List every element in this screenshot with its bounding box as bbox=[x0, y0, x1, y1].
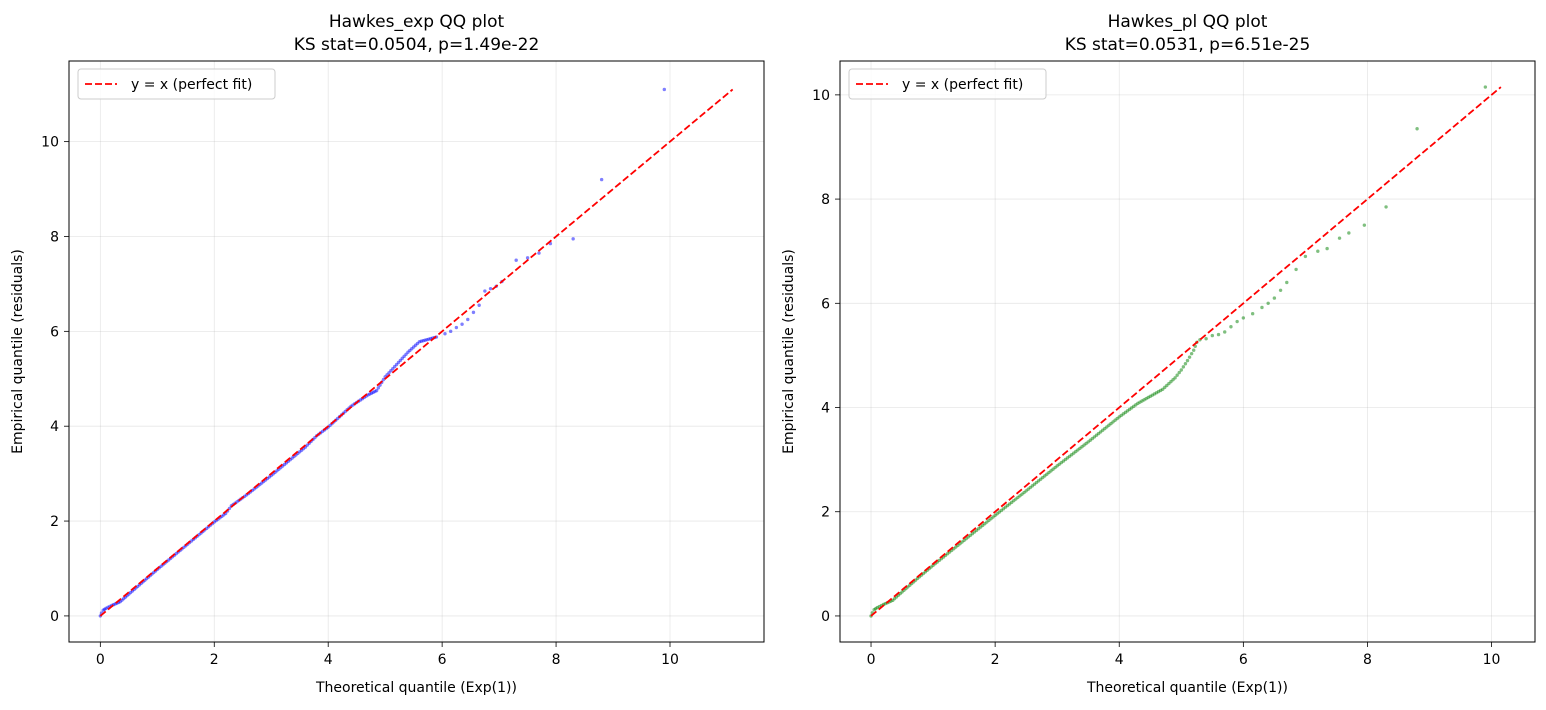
data-point bbox=[477, 303, 481, 307]
legend-box bbox=[848, 68, 1047, 100]
data-point bbox=[662, 87, 667, 92]
data-point bbox=[1175, 373, 1179, 377]
y-axis-label: Empirical quantile (residuals) bbox=[781, 249, 797, 454]
x-axis-label: Theoretical quantile (Exp(1)) bbox=[1086, 680, 1288, 696]
data-point bbox=[1216, 332, 1221, 337]
data-point bbox=[1177, 370, 1181, 375]
data-point bbox=[537, 251, 541, 255]
x-tick-label: 2 bbox=[991, 652, 1000, 668]
data-point bbox=[1250, 312, 1255, 316]
data-point bbox=[1260, 305, 1264, 310]
data-point bbox=[483, 289, 487, 293]
axes-frame bbox=[839, 60, 1536, 643]
data-point bbox=[471, 310, 476, 315]
data-point bbox=[1285, 280, 1289, 285]
data-point bbox=[1192, 348, 1196, 352]
data-point bbox=[1204, 337, 1208, 341]
data-point bbox=[1278, 288, 1283, 292]
y-tick-label: 4 bbox=[50, 419, 59, 435]
chart-subtitle: KS stat=0.0531, p=6.51e-25 bbox=[1065, 35, 1311, 55]
data-point bbox=[1266, 301, 1270, 306]
data-point bbox=[1229, 325, 1233, 329]
data-point bbox=[1181, 365, 1186, 369]
data-point bbox=[1272, 296, 1277, 300]
data-point bbox=[1303, 254, 1308, 259]
legend-box bbox=[77, 68, 276, 100]
y-tick-label: 6 bbox=[50, 324, 59, 340]
y-tick-label: 8 bbox=[821, 192, 830, 208]
data-point bbox=[525, 256, 530, 260]
y-tick-label: 0 bbox=[821, 609, 830, 625]
x-axis-label: Theoretical quantile (Exp(1)) bbox=[315, 680, 517, 696]
plot-area bbox=[98, 87, 734, 618]
x-tick-label: 6 bbox=[438, 652, 447, 668]
x-tick-label: 4 bbox=[1115, 652, 1124, 668]
data-point bbox=[1316, 249, 1320, 253]
legend-label: y = x (perfect fit) bbox=[902, 77, 1023, 93]
data-point bbox=[1294, 267, 1298, 272]
data-point bbox=[1362, 223, 1367, 227]
data-point bbox=[376, 386, 381, 390]
legend-label: y = x (perfect fit) bbox=[131, 77, 252, 93]
data-point bbox=[374, 388, 379, 393]
data-point bbox=[1325, 246, 1329, 251]
data-point bbox=[1384, 205, 1388, 209]
data-point bbox=[1223, 330, 1227, 334]
data-point bbox=[1187, 355, 1192, 359]
data-point bbox=[1415, 127, 1419, 131]
data-point bbox=[1241, 316, 1246, 320]
data-point bbox=[460, 322, 464, 326]
data-point bbox=[514, 258, 518, 262]
data-point bbox=[1483, 85, 1488, 89]
legend: y = x (perfect fit) bbox=[848, 68, 1047, 100]
data-point bbox=[599, 177, 604, 182]
y-tick-label: 4 bbox=[821, 401, 830, 417]
data-point bbox=[448, 329, 453, 334]
data-point bbox=[1347, 231, 1351, 235]
x-tick-label: 10 bbox=[1483, 652, 1501, 668]
x-tick-label: 10 bbox=[661, 652, 679, 668]
data-point bbox=[1337, 236, 1342, 240]
y-tick-label: 6 bbox=[821, 296, 830, 312]
data-point bbox=[466, 317, 470, 322]
data-point bbox=[1185, 358, 1190, 363]
y-axis-label: Empirical quantile (residuals) bbox=[10, 249, 26, 454]
y-tick-label: 10 bbox=[41, 135, 59, 151]
y-tick-label: 10 bbox=[812, 88, 830, 104]
data-point bbox=[1183, 362, 1188, 366]
y-tick-label: 0 bbox=[50, 609, 59, 625]
data-point bbox=[571, 237, 575, 241]
axes-frame bbox=[68, 60, 765, 643]
data-point bbox=[1189, 351, 1194, 356]
x-tick-label: 0 bbox=[867, 652, 876, 668]
x-tick-label: 6 bbox=[1239, 652, 1248, 668]
data-point bbox=[381, 377, 386, 382]
y-tick-label: 2 bbox=[821, 505, 830, 521]
chart-exp: Hawkes_exp QQ plot KS stat=0.0504, p=1.49… bbox=[10, 12, 765, 696]
x-tick-label: 8 bbox=[1363, 652, 1372, 668]
x-tick-label: 2 bbox=[210, 652, 219, 668]
data-point bbox=[443, 332, 447, 336]
reference-line bbox=[99, 88, 734, 617]
data-point bbox=[454, 325, 459, 330]
x-tick-label: 0 bbox=[96, 652, 105, 668]
y-tick-label: 2 bbox=[50, 514, 59, 530]
plot-area bbox=[869, 85, 1502, 618]
chart-subtitle: KS stat=0.0504, p=1.49e-22 bbox=[294, 35, 540, 55]
chart-title: Hawkes_exp QQ plot bbox=[329, 12, 505, 32]
data-point bbox=[1235, 319, 1239, 324]
reference-line bbox=[870, 86, 1502, 617]
y-tick-label: 8 bbox=[50, 229, 59, 245]
data-point bbox=[1179, 368, 1183, 372]
x-tick-label: 8 bbox=[552, 652, 561, 668]
chart-title: Hawkes_pl QQ plot bbox=[1108, 12, 1268, 32]
data-point bbox=[1210, 333, 1215, 338]
data-point bbox=[1173, 376, 1177, 380]
x-tick-label: 4 bbox=[324, 652, 333, 668]
legend: y = x (perfect fit) bbox=[77, 68, 276, 100]
chart-pl: Hawkes_pl QQ plot KS stat=0.0531, p=6.51e… bbox=[781, 12, 1536, 696]
data-point bbox=[488, 286, 493, 291]
